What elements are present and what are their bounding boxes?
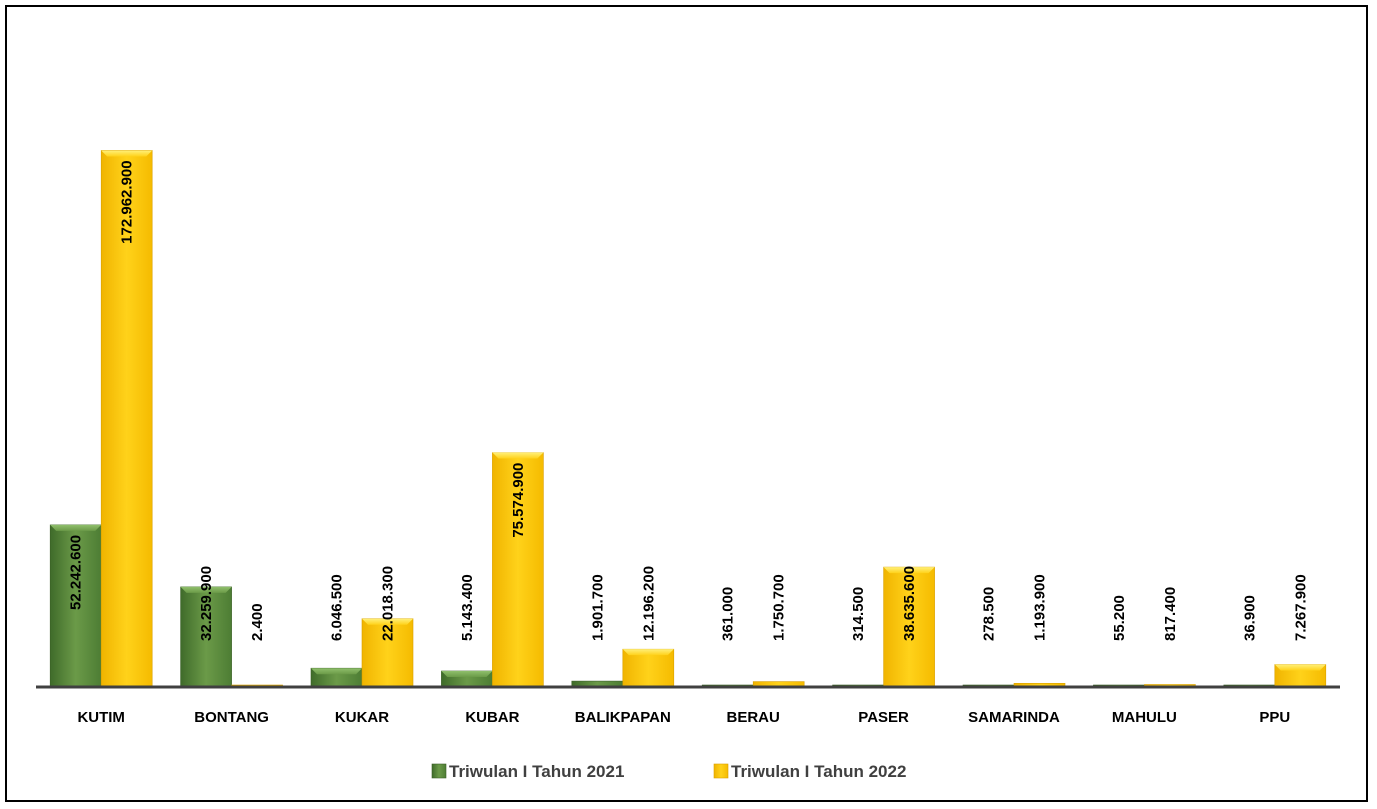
- value-label-mahulu-series-2: 817.400: [1162, 587, 1179, 641]
- category-label-ppu: PPU: [1259, 709, 1290, 726]
- bar-bevel-kukar-series-2: [362, 618, 413, 625]
- value-label-mahulu-series-1: 55.200: [1111, 595, 1128, 641]
- bar-bevel-kutim-series-2: [101, 150, 153, 157]
- category-label-kukar: KUKAR: [335, 709, 389, 726]
- bar-bevel-kubar-series-2: [492, 452, 544, 459]
- bar-kutim-series-1: [49, 524, 102, 688]
- value-label-kukar-series-2: 22.018.300: [380, 566, 397, 641]
- category-label-mahulu: MAHULU: [1112, 709, 1177, 726]
- value-label-samarinda-series-1: 278.500: [981, 587, 998, 641]
- category-label-samarinda: SAMARINDA: [968, 709, 1060, 726]
- value-label-ppu-series-1: 36.900: [1241, 595, 1258, 641]
- category-label-paser: PASER: [858, 709, 909, 726]
- value-label-bontang-series-2: 2.400: [249, 603, 266, 641]
- bar-kukar-series-2: [361, 618, 414, 688]
- value-label-paser-series-1: 314.500: [850, 587, 867, 641]
- bar-bevel-paser-series-2: [883, 567, 935, 574]
- bar-bevel-bontang-series-1: [180, 586, 232, 593]
- value-label-ppu-series-2: 7.267.900: [1292, 574, 1309, 641]
- bar-bontang-series-1: [180, 586, 232, 688]
- value-label-kukar-series-1: 6.046.500: [329, 574, 346, 641]
- bar-balikpapan-series-2: [622, 648, 675, 688]
- value-label-kubar-series-1: 5.143.400: [459, 574, 476, 641]
- category-labels: KUTIM BONTANG KUKAR KUBAR BALIKPAPAN BERAU PAS…: [77, 709, 1290, 726]
- bar-kubar-series-2: [492, 452, 544, 688]
- chart-frame: [5, 5, 1368, 802]
- bar-bevel-kubar-series-1: [441, 671, 493, 678]
- category-label-kubar: KUBAR: [465, 709, 519, 726]
- bar-bevel-balikpapan-series-2: [622, 649, 674, 656]
- bars-group: 52.242.600 172.962.900 32.259.900 2.400 6.04…: [49, 150, 1327, 688]
- category-label-bontang: BONTANG: [194, 709, 269, 726]
- legend: Triwulan I Tahun 2021 Triwulan I Tahun 20…: [431, 762, 906, 781]
- value-label-balikpapan-series-1: 1.901.700: [589, 574, 606, 641]
- value-label-kutim-series-1: 52.242.600: [68, 535, 85, 610]
- bar-bevel-kutim-series-1: [50, 524, 102, 531]
- category-label-berau: BERAU: [727, 709, 780, 726]
- value-label-berau-series-1: 361.000: [720, 587, 737, 641]
- bar-kutim-series-2: [100, 150, 153, 688]
- value-label-kutim-series-2: 172.962.900: [119, 160, 136, 243]
- category-label-balikpapan: BALIKPAPAN: [575, 709, 671, 726]
- bar-bevel-kukar-series-1: [311, 668, 362, 675]
- value-label-berau-series-2: 1.750.700: [771, 574, 788, 641]
- bar-bevel-ppu-series-2: [1274, 664, 1326, 671]
- legend-label-series-1: Triwulan I Tahun 2021: [449, 762, 624, 781]
- value-label-paser-series-2: 38.635.600: [901, 566, 918, 641]
- legend-swatch-series-2: [713, 763, 729, 779]
- value-label-kubar-series-2: 75.574.900: [510, 463, 527, 538]
- category-label-kutim: KUTIM: [77, 709, 125, 726]
- bar-paser-series-2: [883, 566, 935, 688]
- value-label-samarinda-series-2: 1.193.900: [1032, 574, 1049, 641]
- legend-label-series-2: Triwulan I Tahun 2022: [731, 762, 906, 781]
- value-label-bontang-series-1: 32.259.900: [198, 566, 215, 641]
- legend-swatch-series-1: [431, 763, 447, 779]
- value-label-balikpapan-series-2: 12.196.200: [640, 566, 657, 641]
